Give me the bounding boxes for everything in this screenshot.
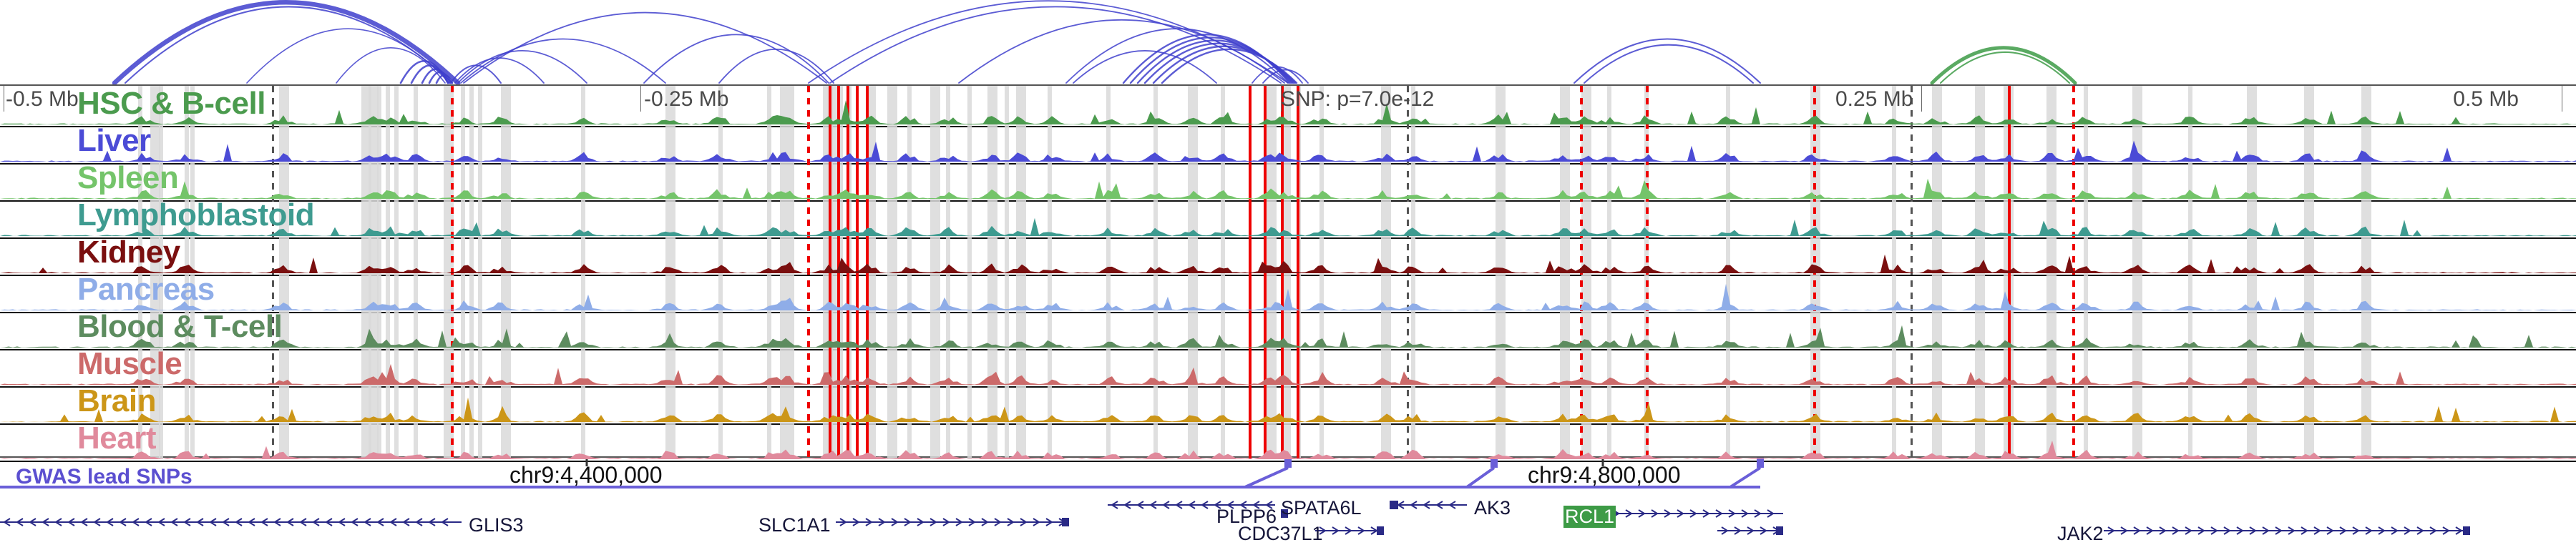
gene-label[interactable]: GLIS3: [469, 514, 524, 536]
interaction-arc: [1574, 38, 1761, 84]
signal-profile: [0, 276, 2576, 312]
ruler-label-2: 0.25 Mb: [1835, 87, 1913, 111]
ruler-tick: [1921, 86, 1922, 112]
interaction-arc: [1073, 50, 1217, 84]
gwas-canvas: [0, 458, 1764, 488]
interaction-arc: [336, 47, 446, 84]
interaction-arc: [435, 74, 454, 84]
track-name-label: Heart: [77, 425, 157, 456]
interaction-arc: [1584, 44, 1754, 84]
interaction-arc: [643, 34, 829, 84]
interaction-arc: [829, 6, 1282, 84]
track-name-label: Muscle: [77, 350, 182, 381]
track-name-label: Liver: [77, 127, 151, 158]
signal-profile: [0, 388, 2576, 423]
gene-label[interactable]: CDC37L1: [1238, 523, 1323, 544]
track-name-label: Brain: [77, 388, 156, 418]
ruler-label-3: 0.5 Mb: [2453, 87, 2519, 111]
interaction-arc: [428, 71, 452, 84]
track-name-label: Lymphoblastoid: [77, 202, 315, 232]
interaction-arc: [421, 68, 451, 84]
snp-pvalue-caption: SNP: p=7.0e-12: [1281, 87, 1435, 111]
arc-canvas: [112, 0, 2077, 84]
ruler-tick: [1281, 86, 1282, 112]
signal-track-browser: HSC & B-cell Liver Spleen Lymphoblastoid Kid…: [0, 84, 2576, 462]
interaction-arc: [958, 19, 1285, 84]
gene-canvas: [0, 501, 2470, 535]
track-name-label: HSC & B-cell: [77, 90, 265, 121]
signal-profile: [0, 127, 2576, 163]
gene-label[interactable]: SLC1A1: [758, 514, 831, 536]
gwas-track-label: GWAS lead SNPs: [16, 465, 192, 488]
signal-profile: [0, 350, 2576, 386]
signal-track-muscle[interactable]: Muscle: [0, 350, 2576, 388]
signal-profile: [0, 239, 2576, 275]
coordinate-ruler[interactable]: -0.5 Mb -0.25 Mb 0.25 Mb 0.5 Mb SNP: p=7.0e-…: [0, 86, 2576, 112]
gwas-lead-snps-track: GWAS lead SNPs chr9:4,400,000 chr9:4,800,…: [0, 458, 2576, 495]
signal-profile: [0, 165, 2576, 200]
interaction-arc: [718, 49, 834, 84]
gene-label[interactable]: SPATA6L: [1281, 497, 1362, 519]
track-name-label: Kidney: [77, 239, 180, 270]
genomic-coordinate-label: chr9:4,400,000: [509, 462, 663, 488]
signal-track-spleen[interactable]: Spleen: [0, 165, 2576, 202]
interaction-arc: [1252, 66, 1303, 84]
signal-track-kidney[interactable]: Kidney: [0, 239, 2576, 276]
signal-track-pancreas[interactable]: Pancreas: [0, 276, 2576, 313]
ruler-tick: [640, 86, 641, 112]
signal-profile: [0, 425, 2576, 461]
gene-annotation-track: GLIS3 SLC1A1 PLPP6 CDC37L1 SPATA6L AK3 RCL1 JAK…: [0, 491, 2576, 544]
signal-track-brain[interactable]: Brain: [0, 388, 2576, 425]
signal-track-heart[interactable]: Heart: [0, 425, 2576, 462]
signal-track-liver[interactable]: Liver: [0, 127, 2576, 165]
interaction-arc: [246, 28, 450, 84]
interaction-arc: [463, 11, 827, 84]
interaction-arc: [1262, 69, 1309, 84]
ruler-label-0: -0.5 Mb: [6, 87, 79, 111]
interaction-arc: [1065, 28, 1289, 84]
interaction-arc: [112, 0, 461, 84]
interaction-arc: [460, 38, 666, 84]
interaction-arc: [808, 0, 1289, 84]
genomic-coordinate-label: chr9:4,800,000: [1528, 462, 1681, 488]
interaction-arc: [410, 64, 449, 84]
track-name-label: Blood & T-cell: [77, 313, 283, 344]
interaction-arc: [1940, 51, 2070, 84]
signal-track-blood-t-cell[interactable]: Blood & T-cell: [0, 313, 2576, 350]
track-name-label: Spleen: [77, 165, 179, 195]
gene-label[interactable]: PLPP6: [1216, 506, 1277, 527]
gene-label[interactable]: AK3: [1474, 497, 1511, 519]
signal-profile: [0, 202, 2576, 237]
interaction-arc: [457, 50, 587, 84]
signal-profile: [0, 313, 2576, 349]
interaction-arc: [1930, 46, 2077, 84]
gene-label[interactable]: JAK2: [2057, 523, 2104, 544]
signal-track-lymphoblastoid[interactable]: Lymphoblastoid: [0, 202, 2576, 239]
interaction-arc: [1161, 48, 1298, 84]
track-stack: HSC & B-cell Liver Spleen Lymphoblastoid Kid…: [0, 86, 2576, 462]
chromatin-arc-panel: [0, 0, 2576, 84]
gene-label[interactable]: RCL1: [1563, 506, 1616, 528]
track-name-label: Pancreas: [77, 276, 215, 307]
ruler-label-1: -0.25 Mb: [644, 87, 729, 111]
